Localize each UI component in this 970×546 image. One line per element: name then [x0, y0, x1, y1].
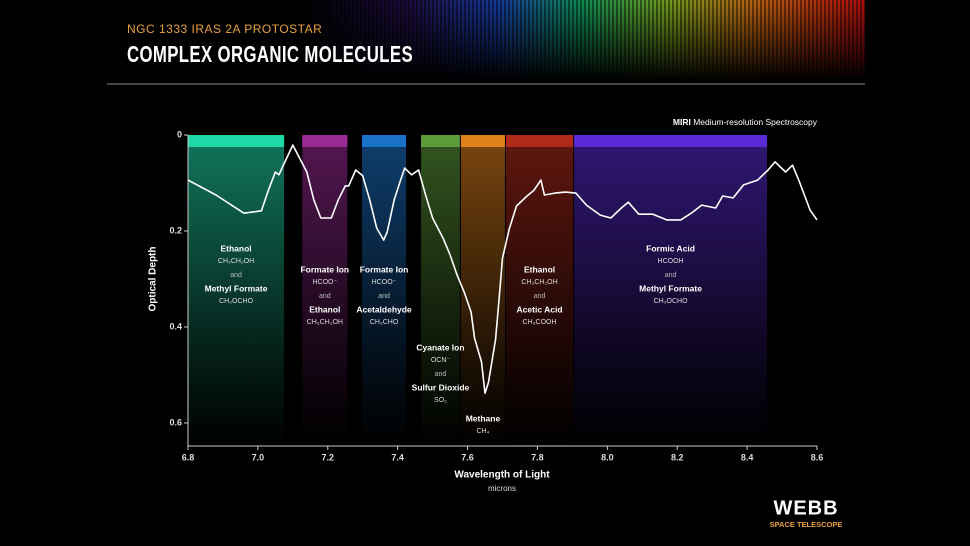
x-tick-label: 8.6	[811, 452, 824, 462]
connector: and	[665, 272, 677, 279]
connector: and	[230, 272, 242, 279]
molecule-formula: CH₃CH₂OH	[307, 319, 343, 326]
band	[421, 135, 460, 446]
band-cap	[302, 135, 348, 147]
band-cap	[574, 135, 768, 147]
spectrum-line	[187, 144, 818, 394]
band-cap	[505, 135, 574, 147]
molecule-formula: CH₃CH₂OH	[218, 258, 254, 265]
axes: 0 0.2 0.4 0.6 6.8 7.0 7.2 7.4 7.6 7.8 8.0 8.2 8.4 8.6	[169, 129, 823, 462]
molecule-name: Sulfur Dioxide	[412, 382, 470, 392]
molecule-formula: HCOOH	[658, 258, 684, 265]
supertitle: NGC 1333 IRAS 2A PROTOSTAR	[127, 22, 322, 36]
molecule-name: Formate Ion	[300, 264, 349, 274]
molecule-formula: HCOO⁻	[312, 279, 337, 286]
connector: and	[319, 293, 331, 300]
band	[188, 135, 285, 446]
x-tick-label: 7.4	[391, 452, 404, 462]
band	[574, 135, 768, 446]
molecule-formula: HCOO⁻	[372, 279, 397, 286]
band	[460, 135, 505, 446]
logo-subtitle: SPACE TELESCOPE	[770, 520, 843, 529]
molecule-name: Formic Acid	[646, 243, 695, 253]
x-tick-label: 7.0	[252, 452, 265, 462]
molecule-name: Methane	[466, 413, 501, 423]
bands: Ethanol CH₃CH₂OH and Methyl Formate CH₃OCHO F…	[188, 135, 768, 446]
molecule-name: Acetaldehyde	[356, 304, 412, 314]
x-axis-unit: microns	[488, 484, 516, 493]
molecule-formula: CH₄	[476, 428, 489, 435]
molecule-name: Ethanol	[524, 264, 555, 274]
y-tick-label: 0	[177, 129, 182, 139]
band	[505, 135, 574, 446]
band-cap	[421, 135, 460, 147]
molecule-formula: SO₂	[434, 397, 447, 404]
x-tick-label: 8.4	[741, 452, 754, 462]
band-cap	[362, 135, 407, 147]
band-cap	[460, 135, 505, 147]
molecule-name: Cyanate Ion	[416, 342, 464, 352]
x-tick-label: 7.6	[461, 452, 474, 462]
connector: and	[435, 371, 447, 378]
connector: and	[378, 293, 390, 300]
x-axis-label: Wavelength of Light	[454, 470, 550, 481]
y-axis-label: Optical Depth	[148, 246, 159, 311]
connector: and	[534, 293, 546, 300]
molecule-formula: OCN⁻	[431, 357, 451, 364]
instrument-label: MIRI Medium-resolution Spectroscopy	[673, 117, 818, 127]
x-tick-label: 6.8	[182, 452, 195, 462]
band-cap	[188, 135, 285, 147]
logo: WEBB	[773, 497, 838, 519]
y-tick-label: 0.6	[169, 417, 182, 427]
molecule-name: Formate Ion	[360, 264, 409, 274]
x-tick-label: 7.8	[531, 452, 544, 462]
y-tick-label: 0.4	[169, 321, 182, 331]
chart-title: COMPLEX ORGANIC MOLECULES	[127, 41, 413, 67]
x-tick-label: 8.0	[601, 452, 614, 462]
molecule-formula: CH₃OCHO	[219, 298, 254, 305]
molecule-name: Methyl Formate	[205, 283, 268, 293]
x-tick-label: 8.2	[671, 452, 684, 462]
instrument-note: Medium-resolution Spectroscopy	[693, 117, 818, 127]
molecule-name: Ethanol	[309, 304, 340, 314]
molecule-formula: CH₃CHO	[370, 319, 399, 326]
molecule-formula: CH₃CH₂OH	[521, 279, 557, 286]
x-tick-label: 7.2	[322, 452, 335, 462]
molecule-name: Ethanol	[220, 243, 251, 253]
molecule-formula: CH₃COOH	[523, 319, 557, 326]
spectrum-decoration	[300, 0, 865, 80]
molecule-name: Acetic Acid	[517, 304, 563, 314]
molecule-formula: CH₃OCHO	[654, 298, 689, 305]
y-tick-label: 0.2	[169, 225, 182, 235]
molecule-name: Methyl Formate	[639, 283, 702, 293]
instrument: MIRI	[673, 117, 691, 127]
